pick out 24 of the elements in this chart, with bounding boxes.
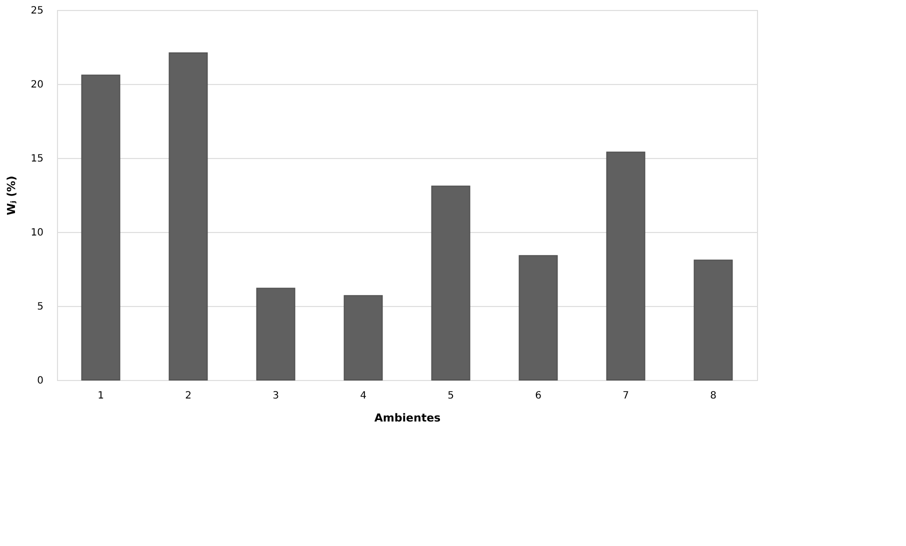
y-tick-label: 25 — [30, 6, 44, 16]
x-tick-label: 7 — [622, 390, 629, 402]
x-axis-title: Ambientes — [374, 412, 442, 424]
x-tick-label: 2 — [185, 390, 192, 402]
x-tick-label: 6 — [535, 390, 542, 402]
bar — [694, 260, 733, 380]
x-tick-label: 3 — [272, 390, 279, 402]
bar — [518, 255, 558, 380]
bar — [606, 152, 646, 380]
y-tick-label: 10 — [30, 228, 44, 238]
bar — [256, 288, 296, 380]
y-tick-label: 0 — [37, 376, 44, 386]
x-tick-label: 5 — [448, 390, 454, 402]
y-tick-label: 15 — [30, 154, 44, 164]
bar — [81, 74, 120, 380]
x-tick-label: 8 — [710, 390, 716, 402]
bar — [431, 186, 470, 380]
bar — [168, 52, 208, 380]
x-tick-label: 1 — [98, 390, 104, 402]
y-tick-label: 5 — [37, 302, 44, 312]
y-tick-label: 20 — [30, 80, 44, 90]
bar — [344, 295, 383, 380]
y-axis-title: Wⱼ (%) — [4, 176, 18, 216]
x-tick-label: 4 — [360, 390, 366, 402]
